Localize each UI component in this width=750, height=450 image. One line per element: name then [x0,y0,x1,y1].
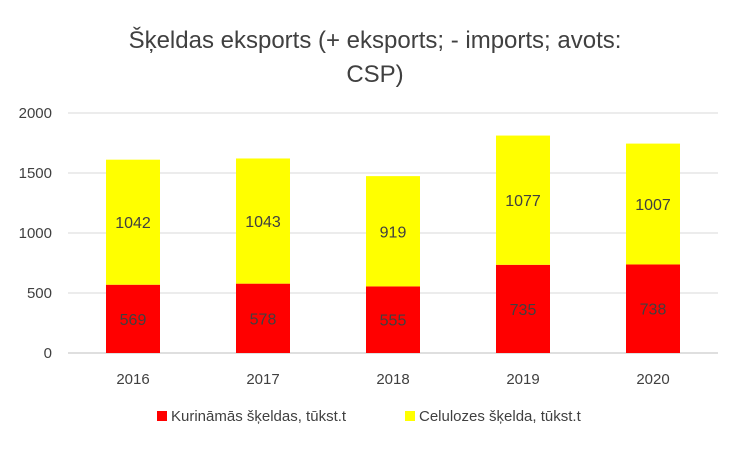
y-tick-label: 0 [44,345,52,362]
y-tick-label: 500 [27,285,52,302]
chart-title-line-2: CSP) [346,61,403,88]
y-tick-label: 1000 [19,225,52,242]
data-label: 919 [380,224,407,241]
data-label: 1043 [245,214,281,231]
data-label: 578 [250,311,277,328]
bar-kurinamas-2019 [496,264,550,353]
x-tick-label: 2018 [376,371,409,388]
data-label: 555 [380,313,407,330]
data-label: 1077 [505,193,541,210]
x-tick-label: 2019 [506,371,539,388]
legend-swatch [157,411,167,421]
x-tick-label: 2017 [246,371,279,388]
chart-title-line-1: Šķeldas eksports (+ eksports; - imports;… [129,26,622,54]
bar-celulozes-2020 [626,143,680,265]
bar-kurinamas-2020 [626,264,680,353]
bar-kurinamas-2016 [106,284,160,353]
data-label: 1042 [115,215,151,232]
bar-celulozes-2016 [106,159,160,285]
bar-celulozes-2018 [366,176,420,287]
bar-kurinamas-2017 [236,283,290,353]
bar-celulozes-2017 [236,158,290,284]
data-label: 569 [120,312,147,329]
legend-label: Kurināmās šķeldas, tūkst.t [171,408,347,425]
y-axis-ticks: 0 500 1000 1500 2000 [19,105,52,362]
legend-label: Celulozes šķelda, tūkst.t [419,408,582,425]
bar-kurinamas-2018 [366,286,420,353]
x-axis-ticks: 2016 2017 2018 2019 2020 [116,371,669,388]
bars: 569 1042 578 1043 555 919 735 1077 738 1007 [106,135,680,353]
y-tick-label: 1500 [19,165,52,182]
y-tick-label: 2000 [19,105,52,122]
data-label: 735 [510,302,537,319]
x-tick-label: 2016 [116,371,149,388]
legend-swatch [405,411,415,421]
data-label: 738 [640,302,667,319]
legend: Kurināmās šķeldas, tūkst.t Celulozes šķel… [157,408,582,425]
bar-celulozes-2019 [496,135,550,265]
data-label: 1007 [635,197,671,214]
x-tick-label: 2020 [636,371,669,388]
